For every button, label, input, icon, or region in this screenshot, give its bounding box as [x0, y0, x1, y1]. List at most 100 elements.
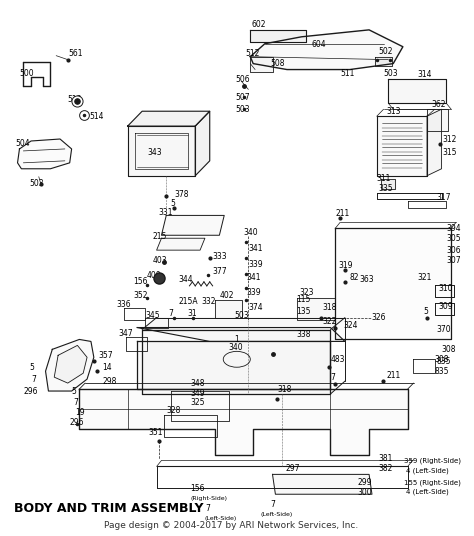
Text: 349: 349	[191, 389, 205, 398]
Text: 403: 403	[153, 256, 167, 265]
Text: 211: 211	[335, 209, 349, 218]
Text: 308: 308	[435, 355, 449, 364]
Polygon shape	[377, 116, 427, 176]
Text: 604: 604	[311, 40, 326, 49]
Text: 340: 340	[244, 228, 258, 237]
Text: 402: 402	[219, 291, 234, 300]
Text: 319: 319	[338, 260, 353, 270]
Text: 345: 345	[145, 311, 160, 320]
Text: 507: 507	[236, 93, 250, 102]
Text: 343: 343	[147, 148, 162, 158]
Text: 215: 215	[153, 232, 167, 241]
Text: 312: 312	[443, 135, 457, 144]
Text: 1: 1	[234, 335, 238, 344]
Polygon shape	[46, 339, 94, 391]
Text: 400: 400	[147, 271, 162, 280]
Text: 7: 7	[271, 500, 275, 509]
Text: 506: 506	[236, 75, 250, 84]
Text: 381: 381	[379, 454, 393, 463]
Polygon shape	[273, 474, 372, 494]
Text: 503: 503	[236, 105, 250, 114]
Text: 4 (Left-Side): 4 (Left-Side)	[406, 467, 448, 474]
Text: 321: 321	[418, 273, 432, 282]
Text: 339: 339	[246, 288, 261, 297]
Polygon shape	[250, 57, 273, 71]
Text: 359 (Right-Side): 359 (Right-Side)	[404, 457, 461, 464]
Polygon shape	[79, 389, 408, 455]
Polygon shape	[18, 139, 72, 169]
Text: 332: 332	[201, 297, 216, 306]
Text: 357: 357	[99, 351, 113, 360]
Text: 313: 313	[386, 107, 401, 116]
Text: 307: 307	[447, 256, 461, 265]
Text: 351: 351	[149, 428, 164, 437]
Polygon shape	[142, 330, 330, 394]
Text: 322: 322	[323, 317, 337, 326]
Polygon shape	[195, 111, 210, 176]
Text: 298: 298	[102, 377, 117, 385]
Text: 347: 347	[118, 329, 133, 338]
Text: 4 (Left-Side): 4 (Left-Side)	[406, 489, 448, 495]
Text: (Left-Side): (Left-Side)	[261, 511, 293, 517]
Text: 115: 115	[297, 295, 311, 304]
Text: 382: 382	[379, 464, 393, 473]
Text: 318: 318	[277, 384, 292, 393]
Text: BODY AND TRIM ASSEMBLY: BODY AND TRIM ASSEMBLY	[14, 502, 203, 515]
Polygon shape	[156, 238, 205, 250]
Text: 338: 338	[297, 330, 311, 339]
Text: 7: 7	[330, 373, 335, 382]
Text: 377: 377	[213, 267, 227, 277]
Text: 503: 503	[29, 179, 44, 188]
Text: Page design © 2004-2017 by ARI Network Services, Inc.: Page design © 2004-2017 by ARI Network S…	[104, 522, 358, 531]
Text: 305: 305	[447, 234, 461, 243]
Text: 317: 317	[437, 193, 451, 202]
Polygon shape	[128, 111, 210, 126]
Text: 348: 348	[191, 378, 205, 388]
Text: 339: 339	[248, 259, 263, 269]
Text: 300: 300	[357, 488, 372, 497]
Text: 7: 7	[168, 309, 173, 318]
Polygon shape	[215, 300, 242, 318]
Polygon shape	[335, 228, 451, 339]
Text: 311: 311	[377, 174, 391, 183]
Polygon shape	[250, 30, 403, 70]
Polygon shape	[162, 215, 224, 235]
Text: 341: 341	[248, 244, 263, 252]
Text: 511: 511	[340, 69, 355, 78]
Text: 323: 323	[300, 288, 314, 297]
Text: 503: 503	[234, 311, 248, 320]
Text: 561: 561	[69, 49, 83, 58]
Text: 215A: 215A	[179, 297, 199, 306]
Polygon shape	[250, 30, 306, 42]
Text: 7: 7	[31, 375, 36, 384]
Polygon shape	[388, 79, 447, 103]
Polygon shape	[142, 318, 345, 330]
Text: 835: 835	[435, 367, 449, 376]
Text: 325: 325	[191, 398, 205, 407]
Text: 5: 5	[170, 199, 175, 208]
Text: 155 (Right-Side): 155 (Right-Side)	[404, 479, 461, 486]
Polygon shape	[297, 298, 335, 319]
Text: 326: 326	[371, 313, 385, 322]
Text: 324: 324	[343, 321, 357, 330]
Text: 296: 296	[70, 418, 84, 427]
Text: 504: 504	[16, 139, 30, 148]
Text: 835: 835	[437, 357, 451, 366]
Polygon shape	[137, 341, 330, 389]
Text: 602: 602	[251, 20, 266, 29]
Text: 378: 378	[174, 190, 189, 199]
Text: 502: 502	[379, 47, 393, 56]
Text: 503: 503	[383, 69, 398, 78]
Text: 370: 370	[437, 325, 451, 334]
Text: 7: 7	[205, 504, 210, 512]
Text: 328: 328	[166, 406, 181, 415]
Polygon shape	[375, 57, 392, 65]
Polygon shape	[54, 345, 87, 383]
Text: 374: 374	[248, 303, 263, 312]
Text: 306: 306	[447, 245, 461, 255]
Text: 363: 363	[359, 276, 374, 285]
Text: 308: 308	[441, 345, 456, 354]
Text: 7: 7	[73, 398, 78, 407]
Text: 500: 500	[19, 69, 34, 78]
Text: 310: 310	[438, 284, 453, 293]
